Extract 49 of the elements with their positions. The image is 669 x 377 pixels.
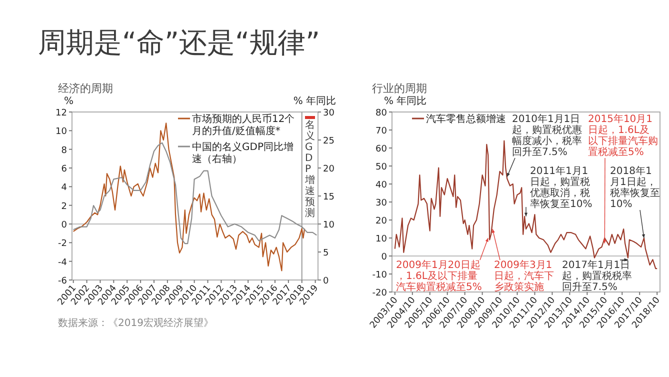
y2-tick-label: 10 [323,220,335,230]
y2-axis-title: % 年同比 [293,95,336,107]
line-series [72,142,318,244]
y-tick-label: 12 [56,108,67,118]
y2-tick-label: 25 [323,136,334,146]
legend-label: 市场预期的人民币12个月的升值/贬值幅度* [192,113,295,137]
y-tick-label: 10 [56,127,68,138]
y-tick-label: 20 [376,216,388,226]
annotation: 2009年3月1日起，汽车下乡政策实施 [494,259,554,293]
chart-title: 行业的周期 [372,82,427,95]
y-tick-label: -10 [372,270,388,280]
annotation: 2015年10月1日起，1.6L及以下排量汽车购置税减至5% [588,113,658,158]
chart-subtitle: 经济的周期 [58,82,113,95]
y-tick-label: 4 [61,183,68,194]
y-tick-label: 10 [376,234,388,244]
y-tick-label: 6 [61,164,68,174]
y2-tick-label: 20 [323,164,335,174]
annotation: 2011年1月1日起，购置税优惠取消，税率恢复至10% [530,165,592,210]
y-tick-label: 0 [61,220,68,230]
y-tick-label: 30 [376,198,388,208]
y-tick-label: 70 [376,126,388,136]
chart-title: 周期是“命”还是“规律” [38,26,320,59]
source-note: 数据来源：《2019宏观经济展望》 [58,317,214,329]
y-tick-label: 60 [376,144,388,154]
annotation: 2017年1月1日起，购置税税率回升至7.5% [562,259,632,293]
legend: 汽车零售总额增速 [412,114,506,125]
y-tick-label: -6 [58,276,68,286]
annotation: 2018年1月1日起，税率恢复至10% [610,165,660,210]
y-tick-label: -20 [372,288,388,298]
y-tick-label: 0 [381,252,388,262]
annotation: 2010年1月1日起，购置税优惠幅度减小，税率回升至7.5% [512,113,582,158]
y-tick-label: 80 [376,108,388,118]
text: 名义GDP增速预测 [305,120,315,219]
y-axis-title: % [64,96,74,107]
y-tick-label: 8 [61,146,68,156]
annotation: 2009年1月20日起，1.6L及以下排量汽车购置税减至5% [396,259,482,293]
line-series [72,122,306,272]
y2-tick-label: 30 [323,108,335,118]
y-tick-label: -4 [58,258,68,268]
y2-tick-label: 5 [323,248,329,258]
legend-label: 中国的名义GDP同比增速（右轴） [192,141,294,165]
y-tick-label: 2 [61,202,67,212]
legend-label: 汽车零售总额增速 [426,113,506,125]
y-tick-label: 40 [376,180,388,190]
y-tick-label: 50 [376,162,388,172]
y-axis-title: % 年同比 [384,95,427,107]
y2-tick-label: 0 [323,276,329,286]
y-tick-label: -2 [58,239,67,250]
y2-tick-label: 15 [323,192,334,202]
